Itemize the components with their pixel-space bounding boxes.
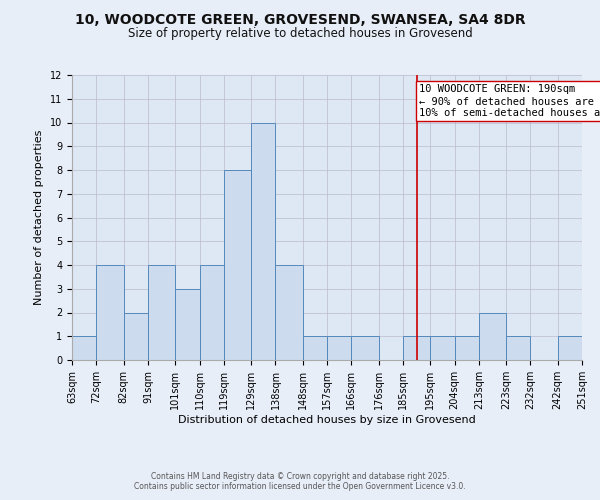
Bar (327, 336, 352, 360)
Text: 10, WOODCOTE GREEN, GROVESEND, SWANSEA, SA4 8DR: 10, WOODCOTE GREEN, GROVESEND, SWANSEA, … (74, 12, 526, 26)
Bar (124, 312, 148, 360)
Bar (352, 336, 379, 360)
Bar (72, 336, 97, 360)
Bar (275, 265, 302, 360)
Bar (224, 170, 251, 360)
Bar (479, 312, 506, 360)
Y-axis label: Number of detached properties: Number of detached properties (34, 130, 44, 305)
Bar (430, 336, 455, 360)
X-axis label: Distribution of detached houses by size in Grovesend: Distribution of detached houses by size … (178, 414, 476, 424)
Bar (148, 265, 175, 360)
Bar (455, 336, 479, 360)
Text: Size of property relative to detached houses in Grovesend: Size of property relative to detached ho… (128, 28, 472, 40)
Bar (557, 336, 582, 360)
Bar (251, 122, 275, 360)
Bar (175, 289, 199, 360)
Text: Contains public sector information licensed under the Open Government Licence v3: Contains public sector information licen… (134, 482, 466, 491)
Text: Contains HM Land Registry data © Crown copyright and database right 2025.: Contains HM Land Registry data © Crown c… (151, 472, 449, 481)
Bar (302, 336, 327, 360)
Bar (403, 336, 430, 360)
Text: 10 WOODCOTE GREEN: 190sqm
← 90% of detached houses are smaller (43)
10% of semi-: 10 WOODCOTE GREEN: 190sqm ← 90% of detac… (419, 84, 600, 117)
Bar (506, 336, 530, 360)
Bar (199, 265, 224, 360)
Bar (97, 265, 124, 360)
